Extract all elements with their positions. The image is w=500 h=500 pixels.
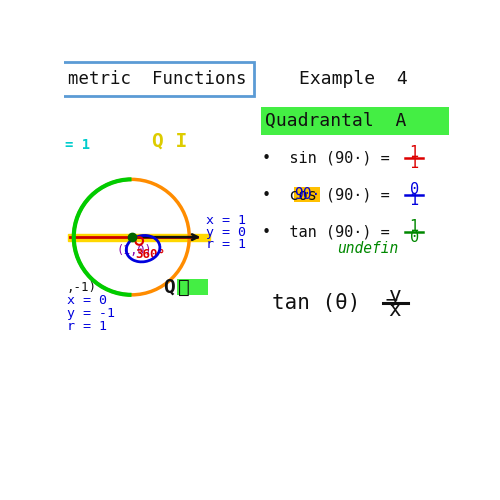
- Text: r = 1: r = 1: [67, 320, 107, 333]
- FancyBboxPatch shape: [54, 62, 254, 96]
- Text: 1: 1: [410, 219, 418, 234]
- Text: x: x: [388, 300, 401, 320]
- FancyBboxPatch shape: [294, 187, 320, 202]
- FancyBboxPatch shape: [177, 280, 208, 295]
- Text: ,-1): ,-1): [67, 280, 97, 293]
- Text: Q I: Q I: [152, 132, 188, 150]
- Text: y = 0: y = 0: [206, 226, 246, 239]
- Text: (1,0): (1,0): [116, 244, 152, 258]
- Text: Quadrantal  A: Quadrantal A: [266, 112, 407, 130]
- Text: x = 0: x = 0: [67, 294, 107, 306]
- Text: •  cos (90·) =: • cos (90·) =: [262, 187, 390, 202]
- Text: 90·: 90·: [294, 187, 320, 202]
- Text: 360°: 360°: [136, 248, 166, 260]
- Text: 1: 1: [410, 156, 418, 170]
- Text: 1: 1: [410, 192, 418, 208]
- Text: 0: 0: [410, 182, 418, 197]
- Text: •  sin (90·) =: • sin (90·) =: [262, 150, 390, 166]
- Text: r = 1: r = 1: [206, 238, 246, 252]
- Text: 1: 1: [410, 145, 418, 160]
- Text: y: y: [388, 286, 401, 306]
- Text: y = -1: y = -1: [67, 307, 115, 320]
- Text: metric  Functions: metric Functions: [68, 70, 246, 88]
- FancyBboxPatch shape: [261, 107, 449, 134]
- Text: 0: 0: [410, 230, 418, 244]
- Text: tan (θ)  =: tan (θ) =: [272, 292, 398, 312]
- Text: Ⅳ: Ⅳ: [178, 278, 190, 296]
- Text: •  tan (90·) =: • tan (90·) =: [262, 224, 390, 239]
- Text: Q: Q: [164, 278, 188, 296]
- FancyArrow shape: [68, 234, 210, 240]
- Text: x = 1: x = 1: [206, 214, 246, 226]
- Text: undefin: undefin: [337, 241, 398, 256]
- Text: = 1: = 1: [66, 138, 90, 151]
- Text: Example  4: Example 4: [298, 70, 408, 88]
